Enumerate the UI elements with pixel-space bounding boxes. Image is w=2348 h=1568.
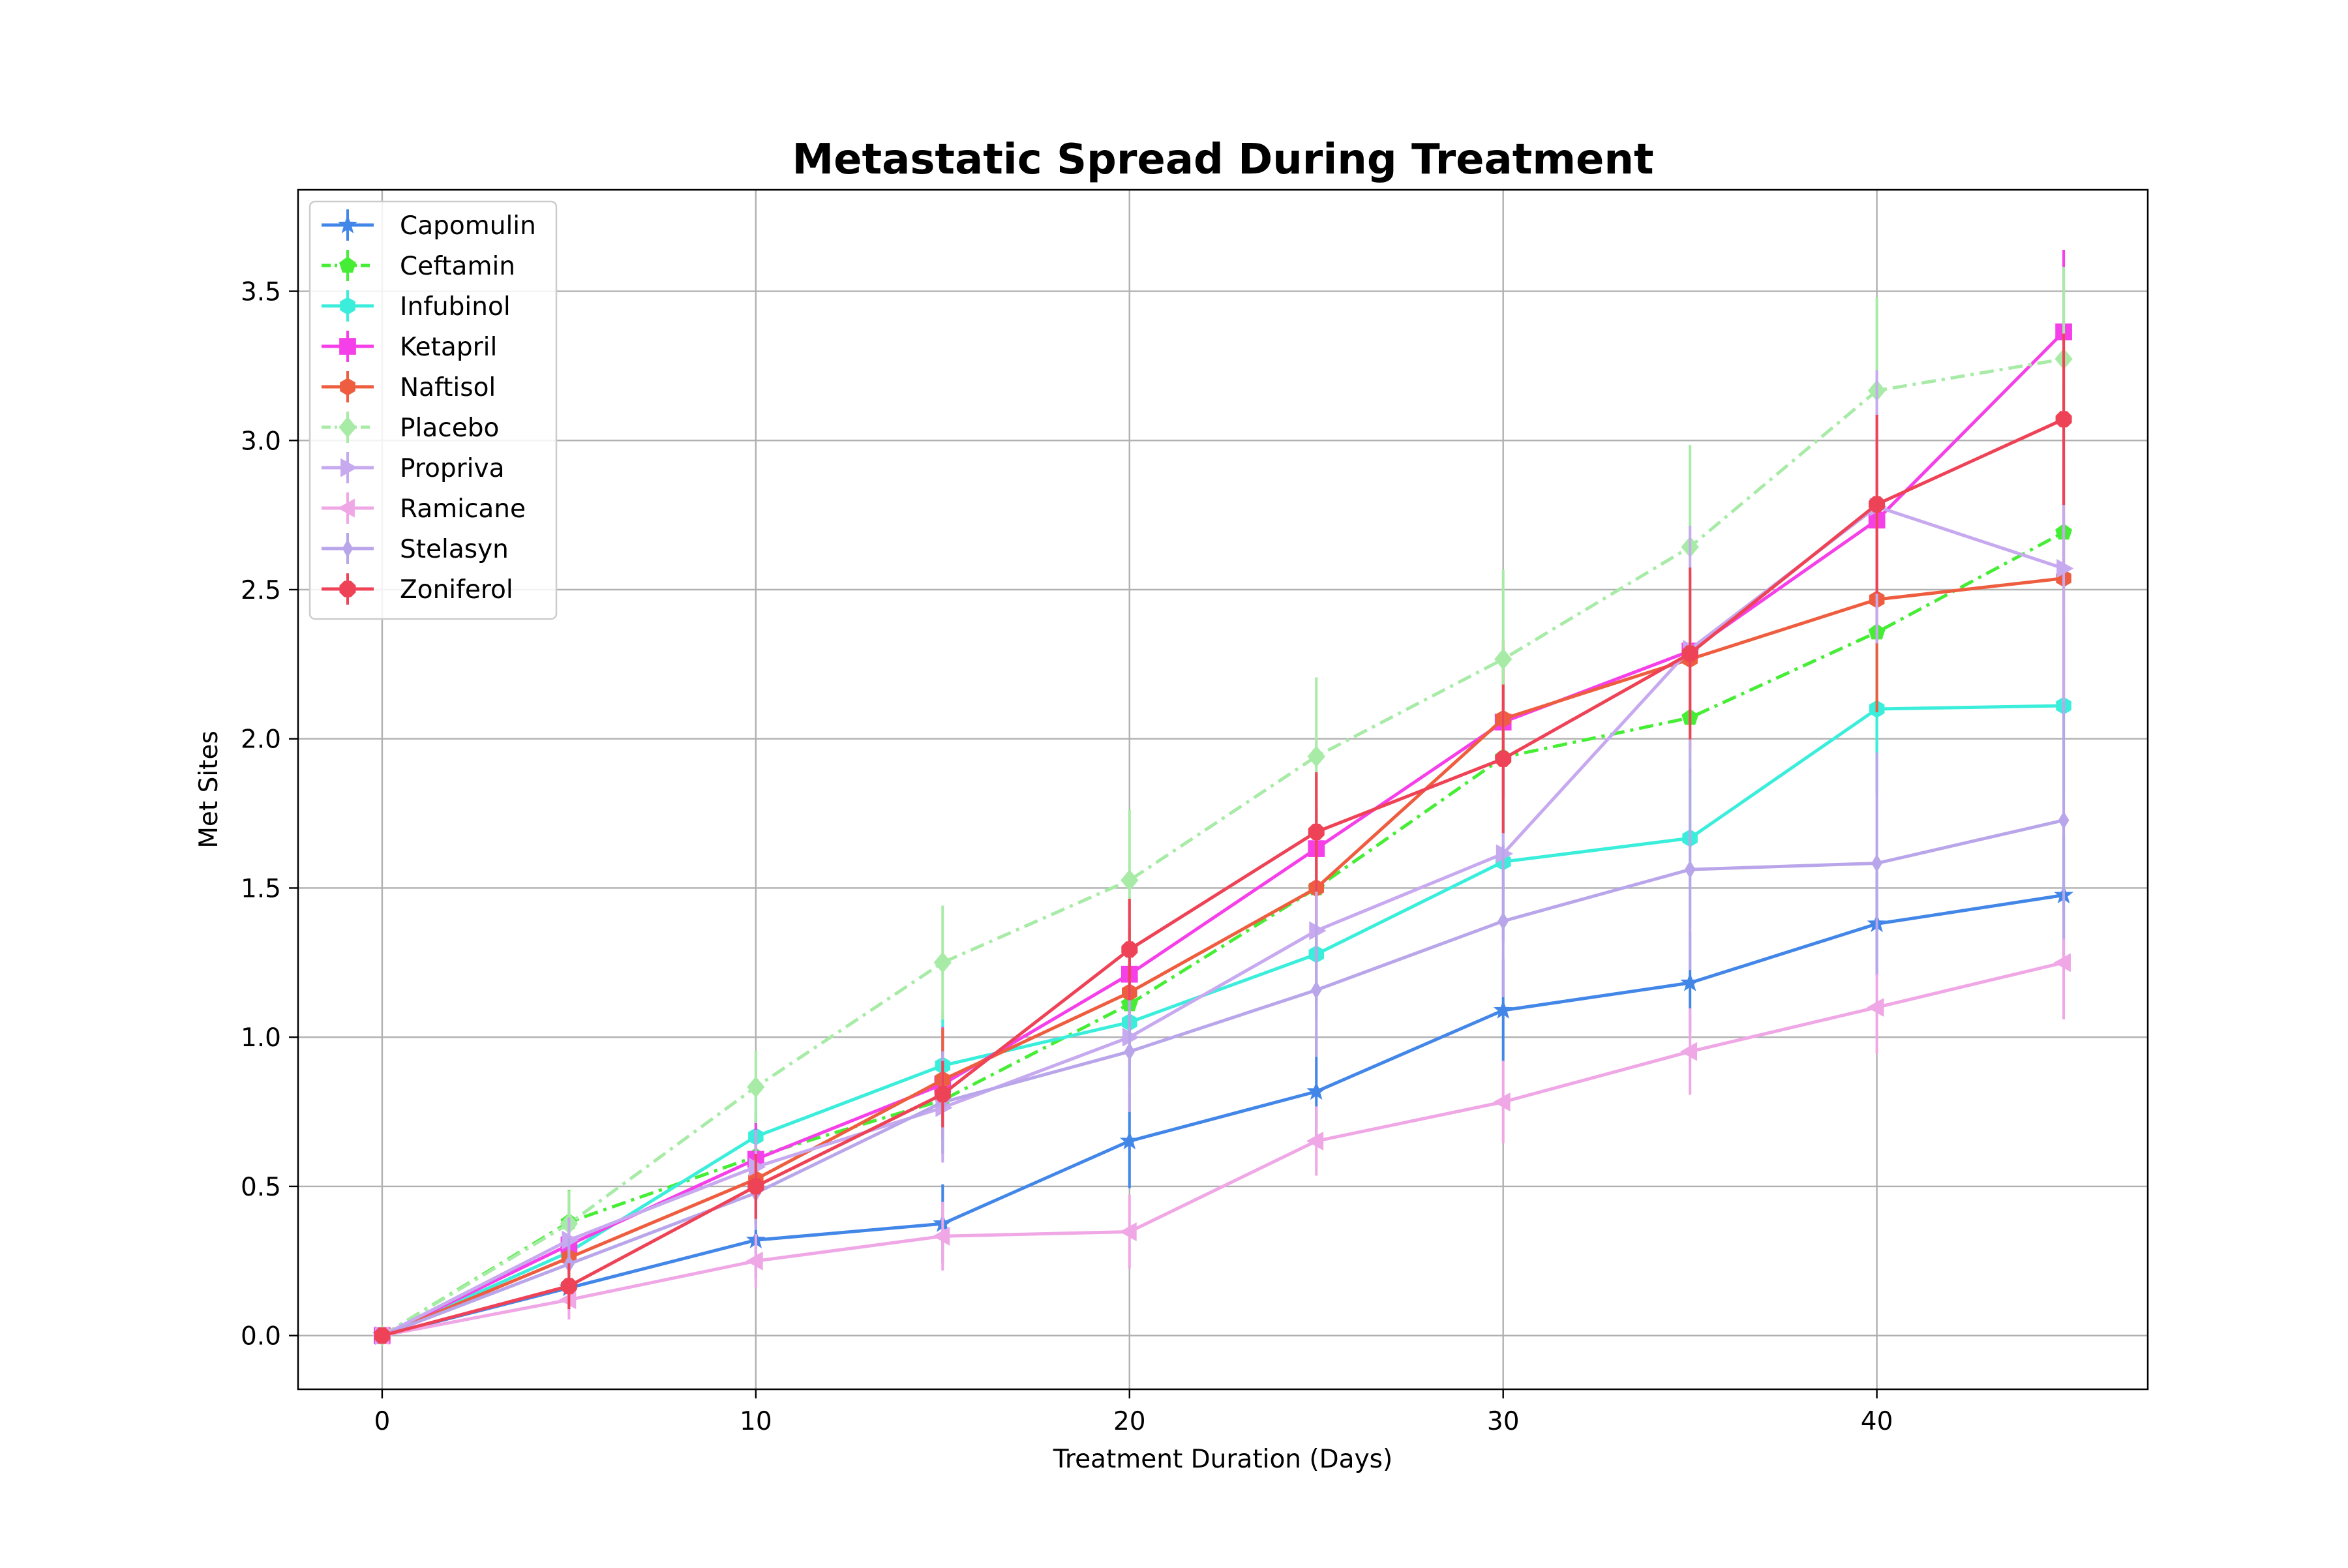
series-line <box>382 893 2064 1338</box>
legend-item: Capomulin <box>322 209 536 241</box>
legend-item: Infubinol <box>322 290 511 322</box>
legend-label: Ceftamin <box>400 252 515 281</box>
legend-item: Ramicane <box>322 492 526 524</box>
x-tick-label: 0 <box>374 1407 390 1436</box>
y-tick-label: 1.5 <box>241 874 281 903</box>
x-tick-label: 10 <box>740 1407 772 1436</box>
legend-item: Naftisol <box>322 371 496 402</box>
data-point <box>1308 823 1325 840</box>
data-point <box>1121 869 1139 891</box>
y-tick-label: 3.0 <box>241 427 281 456</box>
data-point <box>1679 1042 1698 1061</box>
legend-item: Propriva <box>322 452 504 483</box>
series-ramicane <box>372 905 2071 1346</box>
y-tick-label: 1.0 <box>241 1023 281 1053</box>
data-point <box>932 1226 950 1246</box>
data-point <box>1306 1081 1327 1100</box>
series-line <box>381 357 2064 1337</box>
legend-label: Stelasyn <box>400 535 509 564</box>
legend-label: Propriva <box>400 454 504 483</box>
legend: Capomulin Ceftamin Infubinol Ketapril Naftis… <box>309 200 558 620</box>
legend-label: Naftisol <box>400 373 496 402</box>
legend-label: Ketapril <box>400 333 497 362</box>
legend-marker <box>339 256 356 273</box>
legend-item: Placebo <box>322 412 499 443</box>
legend-marker <box>340 297 355 315</box>
data-point <box>1681 645 1698 662</box>
series-line <box>381 577 2064 1338</box>
series-line <box>381 704 2064 1337</box>
legend-marker <box>339 580 356 597</box>
data-point <box>1121 941 1138 958</box>
chart-title: Metastatic Spread During Treatment <box>792 136 1653 184</box>
legend-label: Capomulin <box>400 211 536 241</box>
legend-marker <box>342 539 354 558</box>
legend-item: Ketapril <box>322 331 497 362</box>
ticks: 0 10 20 30 40 0.0 0.5 1.0 1.5 2.0 2.5 3.0 3.5 <box>241 278 1893 1436</box>
series-line <box>382 961 2064 1338</box>
data-point <box>1680 972 1700 991</box>
data-point <box>934 1086 951 1103</box>
legend-label: Infubinol <box>400 292 511 322</box>
data-point <box>1124 1042 1136 1061</box>
data-point <box>560 1278 577 1295</box>
data-point <box>1493 1000 1513 1019</box>
data-point <box>1493 1092 1511 1111</box>
y-tick-label: 2.0 <box>241 725 281 755</box>
legend-label: Zoniferol <box>400 575 513 605</box>
legend-marker <box>339 416 357 438</box>
data-point <box>1498 912 1509 931</box>
data-point <box>1306 1131 1324 1151</box>
legend-item: Stelasyn <box>322 533 509 564</box>
series-line <box>381 530 2065 1337</box>
data-point <box>1310 980 1322 999</box>
series-line <box>382 417 2065 1338</box>
data-point <box>1867 997 1884 1017</box>
series-zoniferol <box>374 333 2072 1344</box>
data-point <box>1307 746 1325 768</box>
legend-marker <box>340 458 358 477</box>
legend-label: Ramicane <box>400 494 526 524</box>
data-point <box>933 952 952 974</box>
x-tick-label: 30 <box>1487 1407 1520 1436</box>
data-point <box>747 1076 765 1098</box>
legend-item: Zoniferol <box>322 573 513 605</box>
grid <box>298 190 2148 1389</box>
legend-marker <box>339 338 356 355</box>
y-tick-label: 3.5 <box>241 278 281 307</box>
legend-marker <box>337 215 358 234</box>
data-point <box>2055 411 2072 428</box>
y-axis-label: Met Sites <box>194 731 224 849</box>
legend-marker <box>337 498 355 518</box>
data-point <box>1871 854 1882 873</box>
data-point <box>2053 953 2071 972</box>
legend-marker <box>340 378 355 396</box>
data-point <box>1494 648 1513 670</box>
legend-item: Ceftamin <box>322 250 515 281</box>
data-point <box>2056 559 2074 579</box>
x-axis-label: Treatment Duration (Days) <box>1053 1445 1392 1474</box>
series-line <box>382 819 2064 1338</box>
x-tick-label: 20 <box>1113 1407 1146 1436</box>
data-point <box>747 1178 764 1195</box>
data-point <box>1119 1130 1139 1150</box>
legend-label: Placebo <box>400 414 499 443</box>
series-layer <box>372 249 2074 1347</box>
data-point <box>1684 860 1696 879</box>
data-point <box>374 1327 391 1344</box>
data-point <box>1119 1222 1137 1241</box>
y-tick-label: 2.5 <box>241 576 281 605</box>
data-point <box>2058 811 2070 830</box>
data-point <box>1869 496 1886 513</box>
y-tick-label: 0.5 <box>241 1173 281 1202</box>
data-point <box>745 1251 763 1271</box>
data-point <box>1495 750 1512 767</box>
plot-frame <box>297 188 2149 1391</box>
y-tick-label: 0.0 <box>241 1322 281 1351</box>
x-tick-label: 40 <box>1861 1407 1893 1436</box>
